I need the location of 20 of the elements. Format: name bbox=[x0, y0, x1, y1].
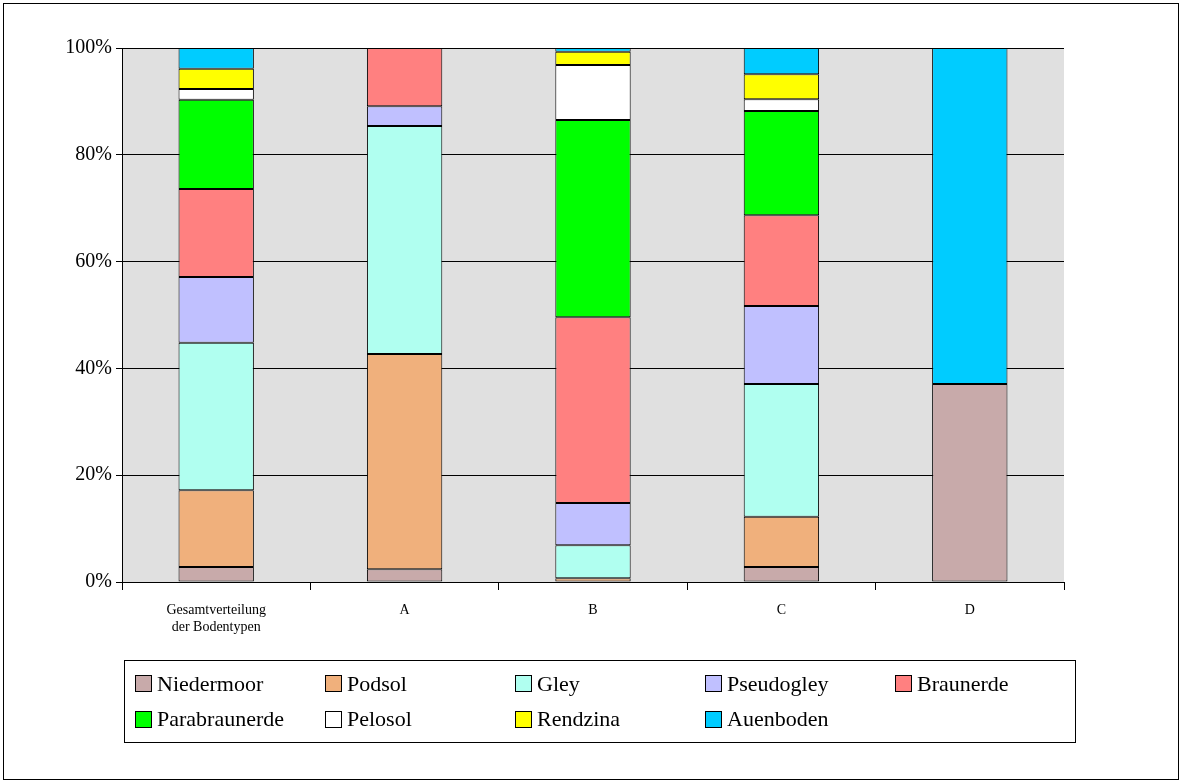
legend-label: Auenboden bbox=[727, 706, 829, 733]
legend-label: Pelosol bbox=[347, 706, 412, 733]
legend-label: Gley bbox=[537, 670, 580, 697]
x-tick-label: D bbox=[964, 602, 975, 618]
legend-label: Rendzina bbox=[537, 706, 621, 733]
y-tick-label: 40% bbox=[75, 355, 112, 378]
y-tick-label: 100% bbox=[65, 35, 112, 58]
x-tick-label: C bbox=[776, 602, 787, 618]
legend-label: Niedermoor bbox=[157, 670, 264, 697]
legend-label: Parabraunerde bbox=[157, 706, 285, 733]
x-tick-label: B bbox=[588, 602, 598, 618]
x-tick-label: A bbox=[399, 602, 411, 618]
y-tick-label: 0% bbox=[85, 569, 112, 592]
y-tick-label: 60% bbox=[75, 248, 112, 271]
x-tick-label: Gesamtverteilung der Bodentypen bbox=[166, 602, 266, 634]
legend-label: Podsol bbox=[347, 670, 407, 697]
legend-label: Braunerde bbox=[917, 670, 1009, 697]
y-tick-label: 20% bbox=[75, 462, 112, 485]
y-tick-label: 80% bbox=[75, 142, 112, 165]
legend-label: Pseudogley bbox=[727, 670, 829, 697]
